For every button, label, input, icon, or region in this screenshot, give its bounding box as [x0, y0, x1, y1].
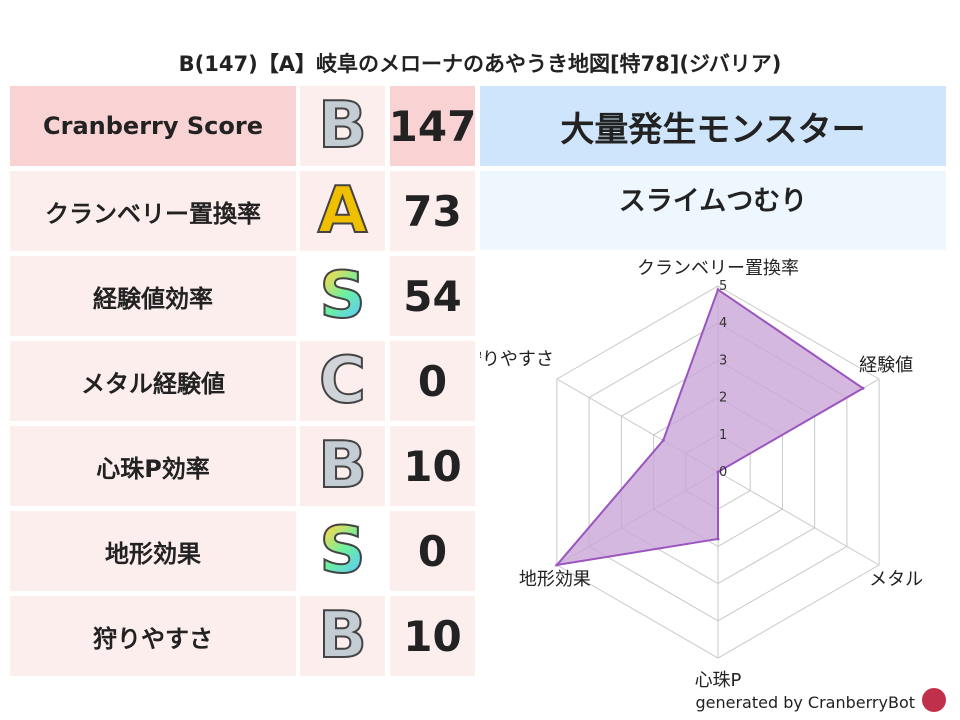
tick-label: 4	[719, 316, 727, 331]
row-label: 経験値効率	[10, 256, 296, 336]
row-label: 地形効果	[10, 511, 296, 591]
grade-badge: B	[300, 596, 385, 676]
axis-label: メタル	[869, 569, 923, 590]
row-label: 心珠P効率	[10, 426, 296, 506]
data-point	[661, 438, 665, 442]
grade-badge: B	[300, 426, 385, 506]
data-point	[555, 563, 559, 567]
row-label: Cranberry Score	[10, 86, 296, 166]
page-title: B(147)【A】岐阜のメローナのあやうき地図[特78](ジバリア)	[178, 52, 782, 76]
monster-name: スライムつむり	[480, 171, 946, 250]
row-value: 0	[390, 511, 475, 591]
tick-label: 0	[719, 465, 727, 480]
tick-label: 5	[719, 279, 727, 294]
data-point	[716, 537, 720, 541]
tick-label: 3	[719, 353, 727, 368]
tick-label: 2	[719, 391, 727, 406]
axis-label: クランベリー置換率	[637, 258, 799, 279]
row-value: 10	[390, 596, 475, 676]
row-label: クランベリー置換率	[10, 171, 296, 251]
tick-label: 1	[719, 428, 727, 443]
axis-label: 地形効果	[519, 569, 591, 590]
axis-label: 経験値	[859, 355, 913, 376]
footer-credit: generated by CranberryBot	[695, 693, 915, 712]
grade-badge: A	[300, 171, 385, 251]
cranberry-mascot-icon	[922, 688, 946, 712]
row-label: 狩りやすさ	[10, 596, 296, 676]
monster-header: 大量発生モンスター	[480, 86, 946, 166]
row-value: 10	[390, 426, 475, 506]
row-value: 0	[390, 341, 475, 421]
axis-label: 狩りやすさ	[480, 349, 554, 370]
data-point	[861, 386, 865, 390]
data-point	[716, 288, 720, 292]
axis-label: 心珠P	[695, 670, 742, 690]
data-series-area	[554, 288, 865, 567]
grade-badge: S	[300, 511, 385, 591]
grade-badge: B	[300, 86, 385, 166]
row-value: 147	[389, 86, 476, 166]
grade-badge: S	[300, 256, 385, 336]
grid-spoke	[717, 471, 880, 566]
row-value: 73	[390, 171, 475, 251]
row-value: 54	[390, 256, 475, 336]
data-point	[716, 470, 720, 474]
row-label: メタル経験値	[10, 341, 296, 421]
grade-badge: C	[300, 341, 385, 421]
